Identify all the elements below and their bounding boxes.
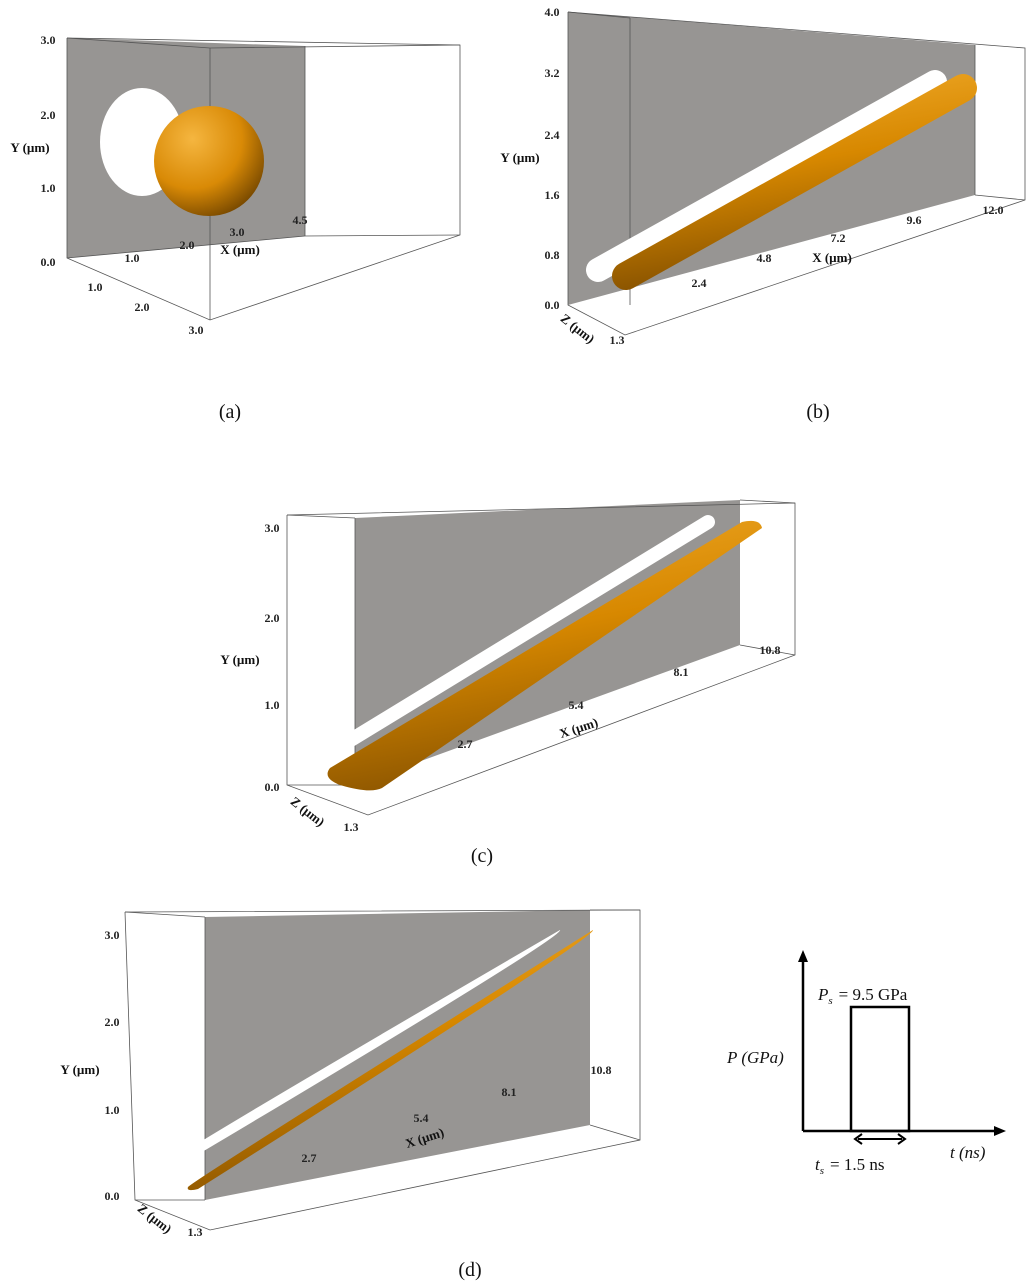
z-tick: 2.0 <box>135 300 150 314</box>
y-tick: 3.0 <box>265 521 280 535</box>
duration-text: = 1.5 ns <box>830 1155 884 1174</box>
x-label: X (µm) <box>220 242 260 257</box>
x-tick: 2.7 <box>302 1151 317 1165</box>
y-tick: 4.0 <box>545 5 560 19</box>
x-tick: 10.8 <box>760 643 781 657</box>
peak-symbol: P <box>817 985 828 1004</box>
y-tick: 3.2 <box>545 66 560 80</box>
panel-d: 3.0 2.0 1.0 0.0 Y (µm) 2.7 5.4 8.1 10.8 … <box>60 910 640 1281</box>
caption: (b) <box>806 401 829 423</box>
y-tick: 0.8 <box>545 248 560 262</box>
p-axis-label: P (GPa) <box>726 1048 784 1067</box>
y-tick: 1.6 <box>545 188 560 202</box>
x-tick: 7.2 <box>831 231 846 245</box>
t-axis-label: t (ns) <box>950 1143 986 1162</box>
y-tick: 1.0 <box>105 1103 120 1117</box>
y-label: Y (µm) <box>220 652 259 667</box>
z-tick: 1.3 <box>188 1225 203 1239</box>
y-tick: 2.4 <box>545 128 560 142</box>
duration-label: ts= 1.5 ns <box>815 1155 884 1177</box>
x-tick: 10.8 <box>591 1063 612 1077</box>
y-tick: 2.0 <box>41 108 56 122</box>
x-tick: 12.0 <box>983 203 1004 217</box>
x-tick: 2.7 <box>458 737 473 751</box>
x-tick: 2.4 <box>692 276 707 290</box>
page: {"panels": [ {"caption": "(a)", "y_label… <box>0 0 1029 1285</box>
z-tick: 1.3 <box>344 820 359 834</box>
z-tick: 1.0 <box>88 280 103 294</box>
x-tick: 5.4 <box>569 698 584 712</box>
z-label: Z (µm) <box>288 794 328 830</box>
y-tick: 2.0 <box>105 1015 120 1029</box>
peak-text: = 9.5 GPa <box>839 985 908 1004</box>
x-tick: 1.0 <box>125 251 140 265</box>
y-tick: 0.0 <box>265 780 280 794</box>
caption: (a) <box>219 401 241 423</box>
panel-c: 3.0 2.0 1.0 0.0 Y (µm) 2.7 5.4 8.1 10.8 … <box>220 500 795 867</box>
y-tick: 2.0 <box>265 611 280 625</box>
pulse-diagram <box>798 950 1006 1144</box>
particle <box>154 106 264 216</box>
figure: 3.0 2.0 1.0 0.0 Y (µm) 1.0 2.0 3.0 4.5 X… <box>0 0 1029 1285</box>
y-tick: 3.0 <box>105 928 120 942</box>
y-tick: 1.0 <box>265 698 280 712</box>
caption: (c) <box>471 845 493 867</box>
y-label: Y (µm) <box>500 150 539 165</box>
peak-label: Ps = 9.5 GPa <box>817 985 908 1007</box>
y-tick: 0.0 <box>545 298 560 312</box>
x-tick: 9.6 <box>907 213 922 227</box>
x-tick: 4.8 <box>757 251 772 265</box>
x-tick: 4.5 <box>293 213 308 227</box>
panel-b: 4.0 3.2 2.4 1.6 0.8 0.0 Y (µm) 2.4 4.8 7… <box>500 5 1025 423</box>
y-tick: 1.0 <box>41 181 56 195</box>
x-tick: 3.0 <box>230 225 245 239</box>
z-label: Z (µm) <box>135 1201 175 1237</box>
z-label: Z (µm) <box>558 311 598 347</box>
x-label: X (µm) <box>557 714 599 741</box>
z-tick: 1.3 <box>610 333 625 347</box>
y-label: Y (µm) <box>60 1062 99 1077</box>
duration-subscript: s <box>820 1165 824 1177</box>
y-tick: 0.0 <box>41 255 56 269</box>
y-tick: 0.0 <box>105 1189 120 1203</box>
y-tick: 3.0 <box>41 33 56 47</box>
x-label: X (µm) <box>812 250 852 265</box>
z-tick: 3.0 <box>189 323 204 337</box>
peak-subscript: s <box>828 995 832 1007</box>
x-tick: 8.1 <box>502 1085 517 1099</box>
x-tick: 8.1 <box>674 665 689 679</box>
x-tick: 5.4 <box>414 1111 429 1125</box>
caption: (d) <box>458 1259 481 1281</box>
y-label: Y (µm) <box>10 140 49 155</box>
x-tick: 2.0 <box>180 238 195 252</box>
panel-a: 3.0 2.0 1.0 0.0 Y (µm) 1.0 2.0 3.0 4.5 X… <box>10 33 460 423</box>
